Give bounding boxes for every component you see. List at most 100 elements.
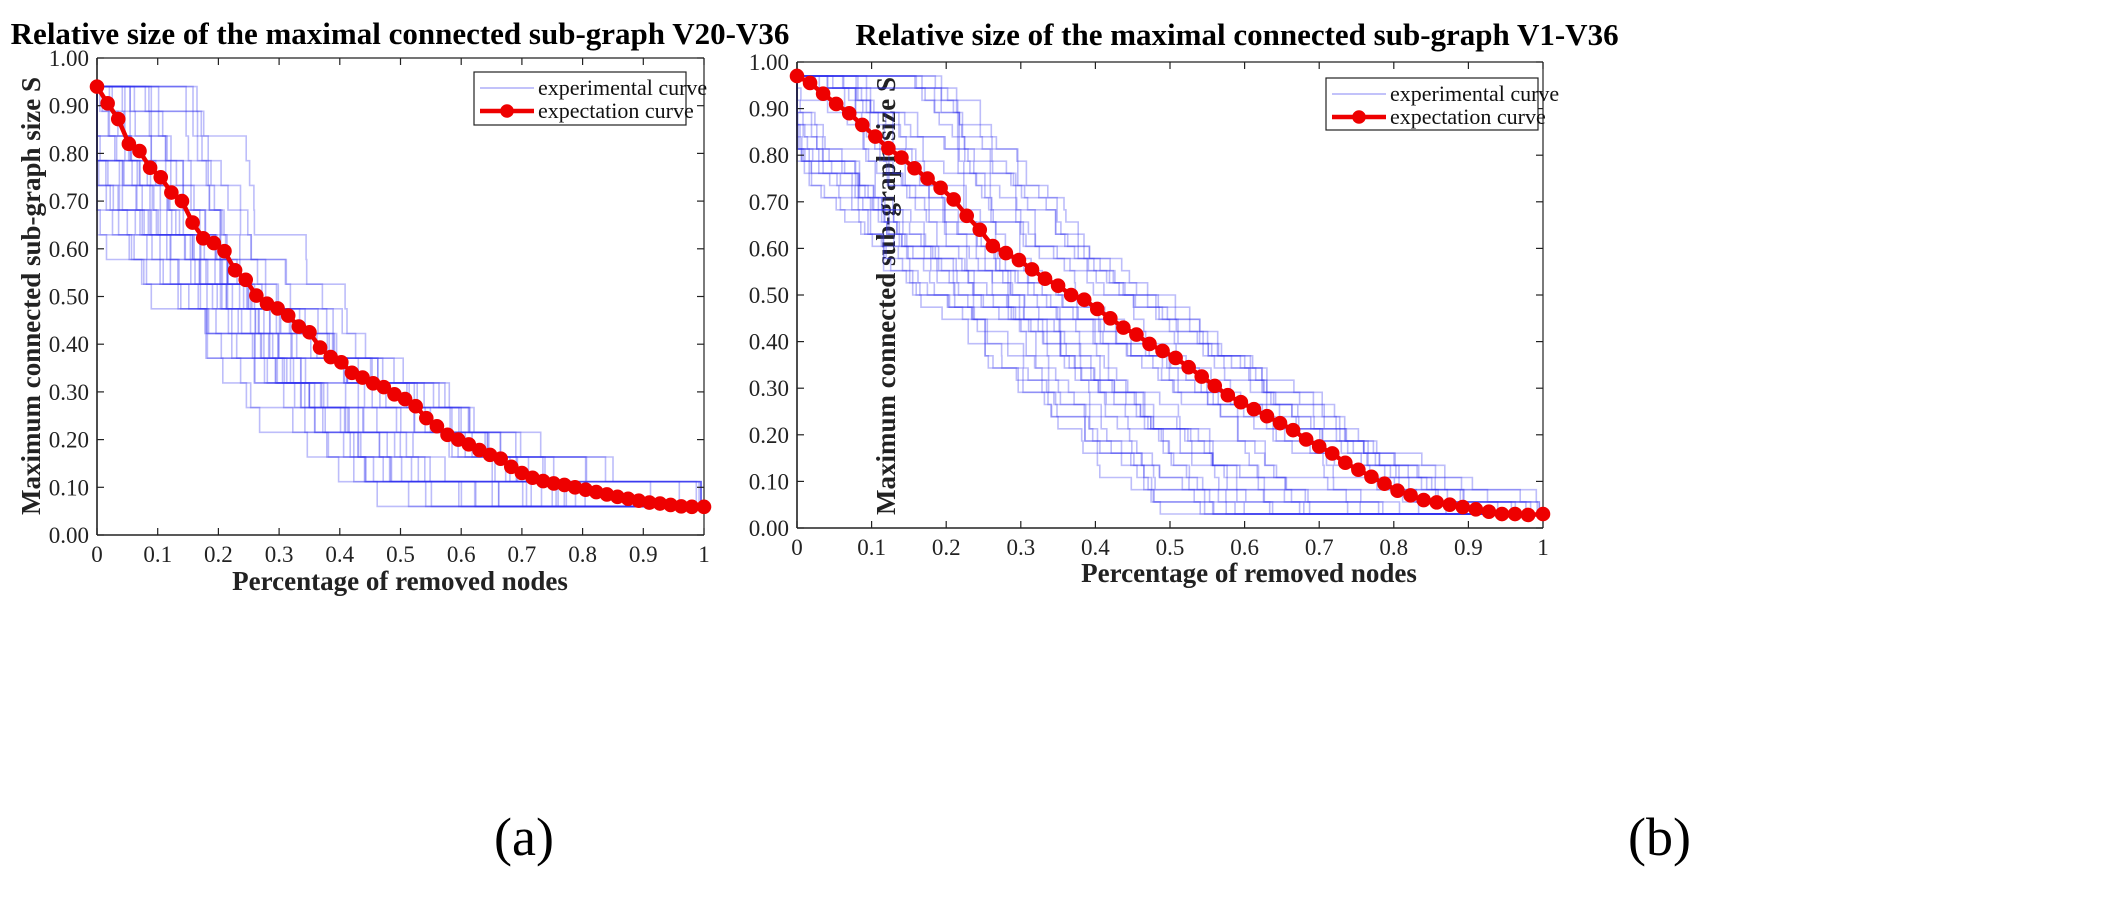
expectation-point [312,340,328,355]
x-tick-label: 0.5 [386,542,415,567]
expectation-point [418,410,434,426]
x-tick-label: 0.2 [932,535,961,560]
panel-label-a: (a) [494,807,554,867]
expectation-point [998,245,1014,261]
x-tick-label: 0.4 [1081,535,1110,560]
expectation-point [429,418,445,434]
expectation-point [493,451,508,466]
expectation-point [1089,301,1105,317]
y-tick-label: 0.50 [749,283,789,308]
y-tick-label: 0.70 [749,190,789,215]
experimental-curve [797,75,1543,515]
experimental-curve [96,86,704,508]
y-tick-label: 0.50 [49,285,89,310]
chart-a-svg: Relative size of the maximal connected s… [11,16,790,596]
expectation-point [270,301,285,316]
expectation-point [408,398,423,414]
expectation-point [1520,507,1536,523]
experimental-curve [97,85,704,508]
expectation-point [696,499,712,515]
expectation-point [132,143,147,159]
expectation-point [1194,369,1210,384]
expectation-point [1129,327,1144,342]
expectation-point [1207,378,1223,394]
experimental-curve [796,76,1543,515]
expectation-point [1272,415,1288,431]
chart-b-svg: Relative size of the maximal connected s… [749,17,1619,588]
x-tick-label: 0.1 [143,542,172,567]
expectation-point [1116,320,1131,335]
x-tick-label: 0.7 [1305,535,1334,560]
experimental-curve [97,85,704,508]
expectation-point [1468,502,1484,517]
x-tick-label: 0.9 [1454,535,1483,560]
expectation-point [881,140,896,156]
x-tick-label: 0.8 [568,542,597,567]
x-tick-label: 0.9 [629,542,658,567]
expectation-point [397,391,413,407]
expectation-point [920,171,935,186]
expectation-point [1050,278,1066,293]
y-tick-label: 0.60 [749,236,789,261]
y-tick-label: 0.30 [49,380,89,405]
experimental-curve [796,76,1543,515]
experimental-curve [796,76,1543,515]
expectation-point [302,324,317,340]
y-tick-label: 1.00 [49,46,89,71]
expectation-point [1220,387,1236,403]
x-tick-label: 0 [791,535,803,560]
expectation-point [1298,432,1314,447]
expectation-point [789,68,805,84]
experimental-curve [96,86,704,508]
experimental-curve [797,75,1543,515]
experimental-curve [97,85,704,508]
experimental-curve [796,76,1543,515]
expectation-point [1259,408,1275,424]
expectation-point [868,129,883,144]
expectation-point [815,86,831,101]
x-tick-label: 0.7 [508,542,537,567]
expectation-point [153,169,169,185]
x-tick-label: 1 [698,542,710,567]
expectation-point [841,105,857,121]
expectation-point [142,160,158,176]
chart-panel-a: Relative size of the maximal connected s… [0,0,1057,897]
experimental-curve [796,76,1543,515]
y-tick-label: 0.40 [749,330,789,355]
expectation-point [1535,506,1551,522]
expectation-point [1024,262,1040,277]
expectation-point [802,75,818,91]
expectation-point [121,136,137,152]
expectation-point [238,272,254,288]
expectation-point [894,150,909,165]
expectation-point [1377,476,1392,492]
experimental-curve [796,76,1543,515]
expectation-point [249,288,264,303]
y-tick-label: 0.60 [49,237,89,262]
legend-expectation-marker [500,104,514,118]
y-tick-label: 0.90 [49,94,89,119]
experimental-curve [97,85,704,508]
experimental-curve [796,76,1543,515]
expectation-point [1455,499,1471,515]
expectation-point [174,193,190,209]
expectation-point [206,235,222,251]
y-tick-label: 1.00 [749,50,789,75]
experimental-curve [796,76,1543,515]
experimental-curve [97,85,704,508]
y-tick-label: 0.80 [749,143,789,168]
expectation-point [933,180,948,196]
experimental-curve [796,76,1543,515]
expectation-point [1168,350,1183,366]
chart-panel-b: Relative size of the maximal connected s… [749,0,2115,897]
y-axis-label: Maximum connected sub-graph size S [16,77,46,515]
experimental-curve [797,75,1543,515]
expectation-point [334,355,349,370]
expectation-point [1416,492,1431,508]
expectation-point [1481,504,1497,519]
experimental-curve [797,75,1543,515]
y-tick-label: 0.10 [749,469,789,494]
y-tick-label: 0.90 [749,97,789,122]
